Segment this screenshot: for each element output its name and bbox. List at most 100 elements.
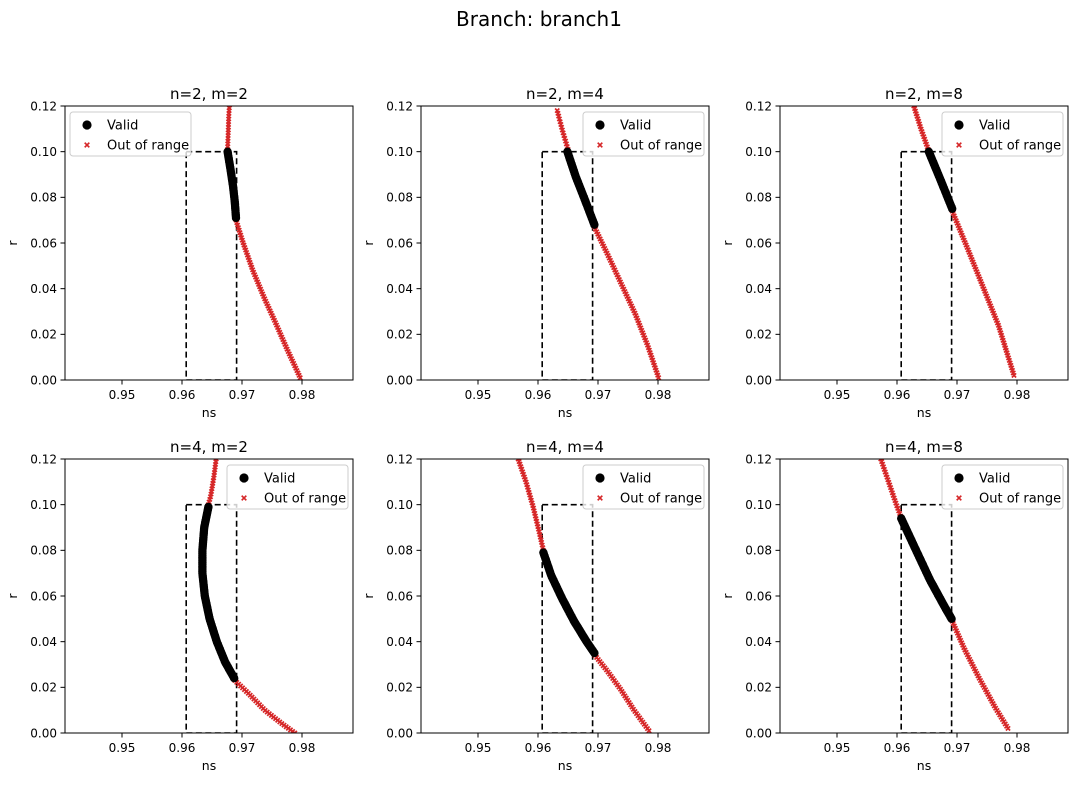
y-tick-label: 0.08 — [386, 544, 413, 558]
legend-valid-label: Valid — [264, 472, 295, 487]
x-mark-stroke — [253, 276, 260, 283]
y-tick-label: 0.12 — [386, 452, 413, 466]
x-mark-stroke — [602, 245, 608, 252]
x-mark-stroke — [964, 244, 970, 251]
y-tick-label: 0.06 — [386, 589, 413, 603]
y-tick-label: 0.08 — [386, 191, 413, 205]
legend-out-of-range-label: Out of range — [979, 139, 1061, 154]
x-mark-stroke — [273, 322, 280, 328]
x-mark-stroke — [641, 335, 648, 341]
x-mark-stroke — [983, 290, 989, 297]
y-tick-label: 0.10 — [745, 145, 772, 159]
x-mark-stroke — [627, 300, 634, 307]
legend-out-of-range-label: Out of range — [264, 492, 346, 507]
x-mark-stroke — [984, 295, 991, 302]
x-tick-label: 0.95 — [109, 741, 136, 755]
y-tick-label: 0.10 — [745, 498, 772, 512]
x-mark-stroke — [956, 635, 963, 641]
constraint-box — [185, 503, 238, 733]
x-mark-stroke — [279, 334, 285, 340]
x-mark-stroke — [976, 273, 982, 280]
x-mark-stroke — [960, 642, 966, 648]
subplot-4: n=4, m=2 0.95 0.96 0.97 0.98 0.00 0.02 0.04 0.06… — [5, 438, 354, 773]
x-mark-stroke — [612, 267, 618, 273]
x-mark-stroke — [956, 225, 962, 231]
figure-title: Branch: branch1 — [456, 7, 622, 31]
x-mark-stroke — [984, 293, 990, 299]
y-tick-label: 0.10 — [386, 145, 413, 159]
subplot-6: n=4, m=8 0.95 0.96 0.97 0.98 0.00 0.02 0.04 0.06… — [720, 438, 1069, 773]
x-mark-stroke — [993, 317, 1000, 324]
y-tick-label: 0.12 — [30, 99, 57, 113]
x-tick-label: 0.98 — [1004, 741, 1031, 755]
x-mark-stroke — [981, 286, 987, 292]
y-tick-label: 0.04 — [30, 282, 57, 296]
x-tick-label: 0.95 — [824, 388, 851, 402]
subplot-title: n=4, m=8 — [885, 438, 963, 456]
x-mark-stroke — [605, 252, 611, 259]
x-mark-stroke — [599, 240, 606, 247]
x-mark-stroke — [959, 232, 965, 239]
x-mark-stroke — [956, 142, 962, 148]
x-mark-stroke — [256, 284, 263, 290]
subplot-1: n=2, m=2 0.95 0.96 0.97 0.98 0.00 0.02 0.04 0.06… — [5, 85, 354, 420]
y-axis-label: r — [720, 593, 735, 599]
plot-area — [900, 106, 1017, 380]
legend-box — [941, 111, 1064, 157]
y-axis-label: r — [361, 593, 376, 599]
x-mark-stroke — [623, 291, 629, 297]
legend-out-of-range-marker — [956, 495, 962, 501]
x-mark-stroke — [966, 249, 972, 256]
y-tick-label: 0.00 — [745, 373, 772, 387]
valid-point — [590, 220, 599, 229]
subplot-title: n=4, m=4 — [526, 438, 604, 456]
x-mark-stroke — [632, 310, 638, 316]
x-mark-stroke — [979, 281, 985, 287]
y-tick-label: 0.06 — [30, 589, 57, 603]
y-tick-label: 0.06 — [30, 236, 57, 250]
x-tick-label: 0.97 — [944, 388, 971, 402]
x-axis-label: ns — [917, 405, 931, 420]
x-mark-stroke — [640, 332, 647, 339]
x-mark-stroke — [988, 305, 995, 311]
x-mark-stroke — [293, 365, 299, 371]
y-tick-label: 0.12 — [745, 452, 772, 466]
x-mark-stroke — [954, 630, 961, 636]
x-mark-stroke — [986, 300, 993, 307]
x-mark-stroke — [249, 267, 256, 273]
x-mark-stroke — [965, 247, 971, 253]
x-mark-stroke — [289, 358, 296, 364]
x-mark-stroke — [611, 264, 617, 271]
x-tick-label: 0.98 — [289, 741, 316, 755]
x-mark-stroke — [266, 305, 272, 312]
y-tick-label: 0.06 — [386, 236, 413, 250]
x-mark-stroke — [606, 255, 612, 261]
legend: Valid Out of range — [582, 464, 705, 510]
x-mark-stroke — [286, 351, 292, 357]
x-mark-stroke — [607, 257, 614, 264]
legend-box — [582, 111, 705, 157]
legend-valid-marker — [954, 473, 964, 483]
legend-valid-label: Valid — [620, 472, 651, 487]
x-tick-label: 0.97 — [229, 388, 256, 402]
out-of-range-point — [297, 375, 303, 380]
x-mark-stroke — [639, 327, 645, 334]
x-tick-label: 0.96 — [884, 741, 911, 755]
x-mark-stroke — [991, 312, 998, 319]
x-mark-stroke — [280, 336, 286, 343]
y-tick-label: 0.00 — [30, 726, 57, 740]
x-mark-stroke — [597, 495, 603, 501]
legend-out-of-range-label: Out of range — [979, 492, 1061, 507]
x-mark-stroke — [963, 242, 969, 248]
y-tick-label: 0.04 — [30, 635, 57, 649]
y-tick-label: 0.00 — [745, 726, 772, 740]
x-mark-stroke — [971, 261, 977, 268]
x-mark-stroke — [263, 298, 269, 304]
x-mark-stroke — [297, 375, 303, 380]
y-tick-label: 0.04 — [745, 282, 772, 296]
x-mark-stroke — [604, 250, 610, 256]
x-tick-label: 0.96 — [525, 741, 552, 755]
x-mark-stroke — [957, 637, 964, 644]
out-of-range-point — [1005, 725, 1011, 732]
x-mark-stroke — [985, 298, 992, 304]
